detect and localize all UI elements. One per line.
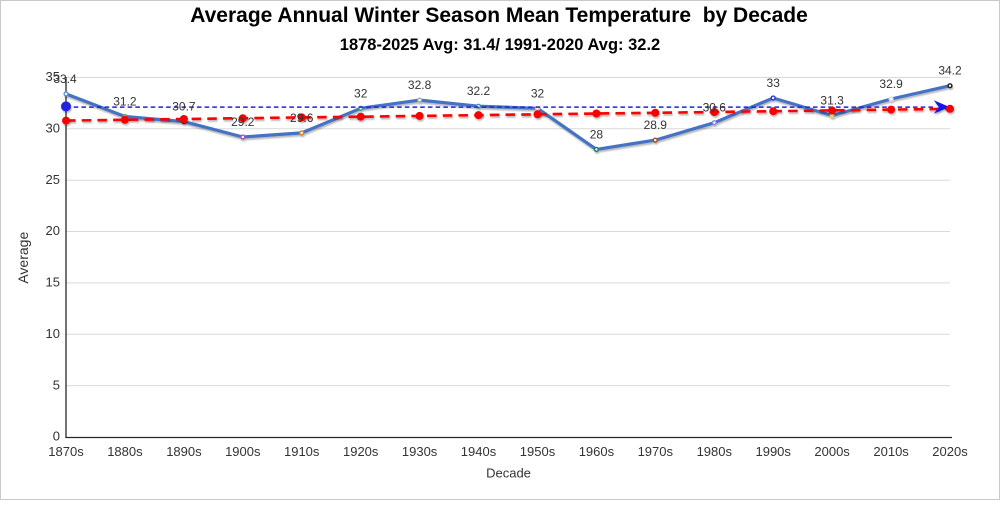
svg-text:29.6: 29.6 <box>290 111 314 125</box>
svg-text:30.6: 30.6 <box>703 101 727 115</box>
svg-text:1960s: 1960s <box>579 444 615 459</box>
svg-text:2000s: 2000s <box>814 444 850 459</box>
svg-text:33.4: 33.4 <box>53 72 77 86</box>
svg-text:1878-2025 Avg: 31.4/ 1991-2020: 1878-2025 Avg: 31.4/ 1991-2020 Avg: 32.2 <box>340 36 660 54</box>
svg-text:35: 35 <box>46 69 60 84</box>
svg-text:Average: Average <box>15 232 31 284</box>
svg-text:1980s: 1980s <box>697 444 733 459</box>
svg-text:29.2: 29.2 <box>231 115 255 129</box>
svg-text:2010s: 2010s <box>873 444 909 459</box>
svg-text:32: 32 <box>354 86 368 100</box>
svg-text:1940s: 1940s <box>461 444 497 459</box>
svg-text:1930s: 1930s <box>402 444 438 459</box>
svg-text:0: 0 <box>53 429 60 444</box>
svg-text:1900s: 1900s <box>225 444 261 459</box>
svg-text:32.8: 32.8 <box>408 78 432 92</box>
svg-text:Average Annual Winter Season M: Average Annual Winter Season Mean Temper… <box>190 4 808 27</box>
svg-text:1880s: 1880s <box>107 444 143 459</box>
svg-text:2020s: 2020s <box>932 444 968 459</box>
svg-text:20: 20 <box>46 223 60 238</box>
svg-text:31.3: 31.3 <box>820 94 844 108</box>
svg-text:Decade: Decade <box>486 466 531 481</box>
svg-text:33: 33 <box>767 76 781 90</box>
svg-text:1910s: 1910s <box>284 444 320 459</box>
svg-text:30.7: 30.7 <box>172 100 196 114</box>
svg-text:32.2: 32.2 <box>467 84 491 98</box>
svg-text:1870s: 1870s <box>48 444 84 459</box>
svg-text:32.9: 32.9 <box>879 77 903 91</box>
svg-text:32: 32 <box>531 86 545 100</box>
svg-text:10: 10 <box>46 326 60 341</box>
svg-text:31.2: 31.2 <box>113 95 137 109</box>
svg-text:1950s: 1950s <box>520 444 556 459</box>
svg-text:1890s: 1890s <box>166 444 202 459</box>
svg-text:28.9: 28.9 <box>644 118 668 132</box>
svg-text:1970s: 1970s <box>638 444 674 459</box>
svg-text:28: 28 <box>590 127 604 141</box>
svg-text:34.2: 34.2 <box>938 64 962 78</box>
svg-text:5: 5 <box>53 377 60 392</box>
svg-text:30: 30 <box>46 121 60 136</box>
svg-text:1990s: 1990s <box>755 444 791 459</box>
svg-text:25: 25 <box>46 172 60 187</box>
svg-text:15: 15 <box>46 275 60 290</box>
svg-text:1920s: 1920s <box>343 444 379 459</box>
